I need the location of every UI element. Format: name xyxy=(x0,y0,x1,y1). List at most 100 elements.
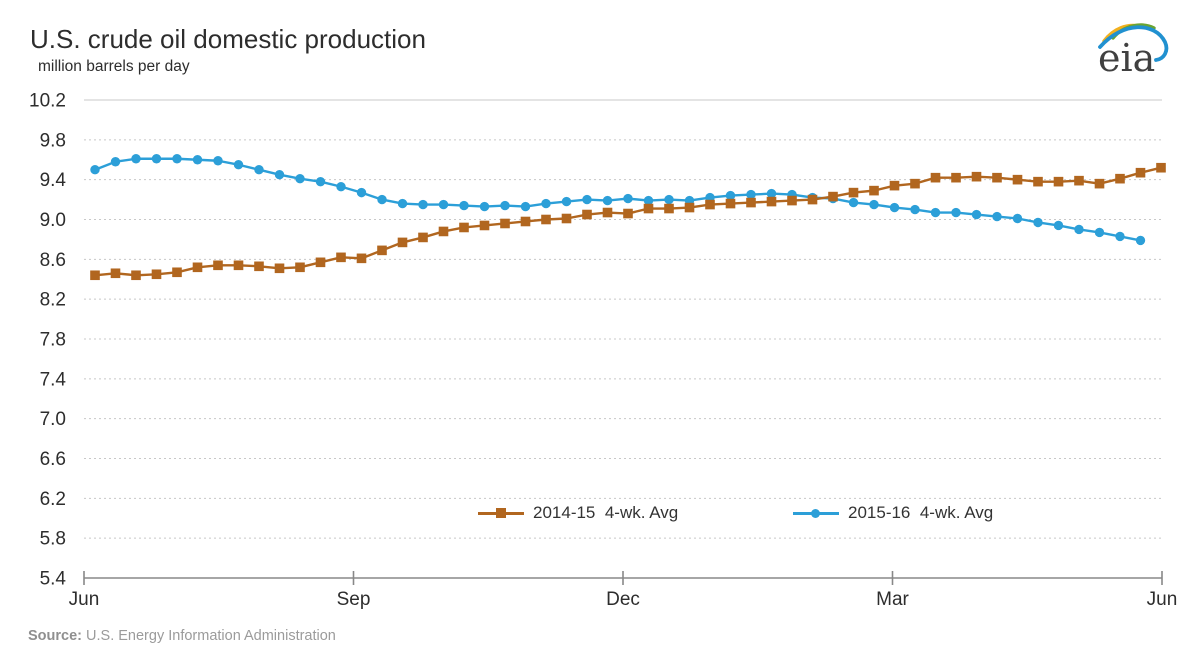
y-axis-tick-label: 5.8 xyxy=(40,529,66,550)
logo-swoosh-blue xyxy=(1098,25,1169,62)
data-point-circle xyxy=(889,202,900,213)
data-point-square xyxy=(971,171,982,182)
data-point-square xyxy=(992,172,1002,183)
data-point-square xyxy=(192,262,203,273)
legend-label-2014-15: 2014-15 4-wk. Avg xyxy=(533,503,679,522)
logo-text: eia xyxy=(1098,36,1155,80)
y-axis-tick-label: 9.4 xyxy=(40,170,67,191)
legend-label-2015-16: 2015-16 4-wk. Avg xyxy=(848,503,994,522)
y-axis-tick-label: 6.2 xyxy=(40,489,66,510)
source-label: Source: xyxy=(28,628,82,644)
x-axis-tick-label: Mar xyxy=(876,589,909,610)
data-point-square xyxy=(418,232,428,243)
data-point-square xyxy=(725,198,736,209)
data-point-square xyxy=(336,252,346,263)
page-title: U.S. crude oil domestic production xyxy=(30,24,426,54)
data-point-circle xyxy=(172,154,182,164)
data-point-circle xyxy=(500,200,510,211)
data-point-square xyxy=(828,191,838,202)
data-point-square xyxy=(766,196,777,207)
data-point-square xyxy=(643,203,654,214)
legend-circle-marker-icon xyxy=(811,508,820,518)
data-point-circle xyxy=(561,196,572,207)
data-point-circle xyxy=(520,201,531,212)
legend-swatch-2015-16 xyxy=(793,507,839,520)
data-point-square xyxy=(459,222,469,233)
data-point-circle xyxy=(1033,217,1043,228)
source-attribution: Source: U.S. Energy Information Administ… xyxy=(28,628,336,644)
data-point-circle xyxy=(930,207,941,218)
eia-logo: eia xyxy=(1098,23,1169,80)
data-point-circle xyxy=(848,197,859,208)
data-point-circle xyxy=(1115,231,1125,242)
data-point-square xyxy=(254,261,264,272)
data-point-circle xyxy=(192,155,203,165)
data-point-square xyxy=(1115,173,1125,184)
data-point-circle xyxy=(951,207,961,218)
series-line-2015-16 xyxy=(94,157,1141,242)
data-point-circle xyxy=(766,188,777,199)
data-point-circle xyxy=(1135,235,1146,246)
data-point-circle xyxy=(315,176,326,187)
data-point-circle xyxy=(233,160,244,170)
data-point-circle xyxy=(869,199,879,210)
data-point-circle xyxy=(746,189,756,200)
data-point-square xyxy=(110,268,121,279)
data-point-circle xyxy=(725,190,736,201)
data-point-circle xyxy=(541,198,551,209)
y-axis-tick-label: 8.6 xyxy=(40,250,66,271)
data-point-circle xyxy=(110,157,121,167)
data-point-square xyxy=(233,260,244,271)
data-point-square xyxy=(1033,176,1043,187)
data-point-square xyxy=(869,185,879,196)
data-point-circle xyxy=(479,201,490,212)
data-point-square xyxy=(213,260,223,271)
data-point-square xyxy=(397,237,408,248)
data-point-circle xyxy=(213,156,223,166)
legend-square-marker-icon xyxy=(496,508,506,518)
data-point-square xyxy=(1074,175,1084,186)
data-point-circle xyxy=(459,200,469,211)
data-point-circle xyxy=(1012,213,1023,224)
data-point-square xyxy=(315,257,326,268)
data-point-circle xyxy=(664,194,674,205)
data-point-square xyxy=(172,267,182,278)
y-axis-tick-label: 5.4 xyxy=(40,569,67,590)
source-text: U.S. Energy Information Administration xyxy=(82,628,336,644)
data-point-circle xyxy=(274,169,285,180)
data-point-circle xyxy=(356,187,367,198)
data-point-circle xyxy=(397,198,408,209)
data-point-circle xyxy=(336,181,346,192)
data-point-circle xyxy=(971,209,982,220)
data-point-square xyxy=(930,172,941,183)
data-point-square xyxy=(541,214,551,225)
data-point-square xyxy=(1012,174,1023,185)
data-point-square xyxy=(377,245,387,256)
y-axis-tick-label: 7.0 xyxy=(40,409,66,430)
data-point-square xyxy=(848,187,859,198)
data-point-circle xyxy=(151,154,162,164)
data-point-square xyxy=(951,172,961,183)
data-point-circle xyxy=(1053,220,1064,231)
data-point-circle xyxy=(910,204,920,215)
y-axis-tick-label: 7.8 xyxy=(40,330,66,351)
data-point-square xyxy=(582,209,592,220)
data-point-circle xyxy=(418,199,428,210)
y-axis-tick-label: 8.2 xyxy=(40,290,66,311)
y-axis-tick-label: 9.0 xyxy=(40,210,66,231)
data-point-circle xyxy=(602,195,613,206)
data-point-square xyxy=(90,270,100,281)
data-point-square xyxy=(787,195,797,206)
data-point-square xyxy=(479,220,490,231)
data-point-square xyxy=(1094,178,1105,189)
data-point-square xyxy=(684,202,695,213)
data-point-square xyxy=(274,263,285,274)
data-point-circle xyxy=(438,199,449,210)
data-point-circle xyxy=(1094,227,1105,238)
data-point-square xyxy=(356,253,367,264)
data-point-circle xyxy=(90,165,100,175)
data-point-square xyxy=(889,180,900,191)
legend-item-2015-16: 2015-16 4-wk. Avg xyxy=(793,503,993,523)
data-point-circle xyxy=(992,211,1002,222)
